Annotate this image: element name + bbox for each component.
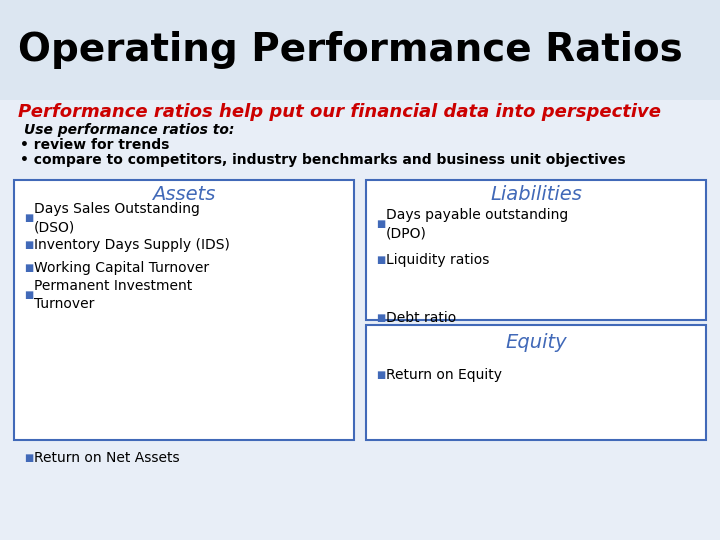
FancyBboxPatch shape — [14, 180, 354, 440]
Text: Return on Equity: Return on Equity — [386, 368, 502, 382]
Text: ■: ■ — [376, 219, 385, 229]
Text: ■: ■ — [376, 370, 385, 380]
Text: ■: ■ — [24, 453, 33, 463]
Text: ■: ■ — [376, 255, 385, 265]
FancyBboxPatch shape — [0, 0, 720, 100]
Text: Days payable outstanding
(DPO): Days payable outstanding (DPO) — [386, 208, 568, 240]
Text: Operating Performance Ratios: Operating Performance Ratios — [18, 31, 683, 69]
Text: ■: ■ — [24, 263, 33, 273]
Text: Permanent Investment
Turnover: Permanent Investment Turnover — [34, 279, 192, 311]
Text: Days Sales Outstanding
(DSO): Days Sales Outstanding (DSO) — [34, 202, 200, 234]
Text: Use performance ratios to:: Use performance ratios to: — [24, 123, 235, 137]
Text: Performance ratios help put our financial data into perspective: Performance ratios help put our financia… — [18, 103, 661, 121]
Text: ■: ■ — [24, 290, 33, 300]
Text: ■: ■ — [376, 313, 385, 323]
Text: Return on Net Assets: Return on Net Assets — [34, 451, 179, 465]
FancyBboxPatch shape — [366, 325, 706, 440]
Text: Equity: Equity — [505, 333, 567, 352]
Text: Debt ratio: Debt ratio — [386, 311, 456, 325]
Text: Working Capital Turnover: Working Capital Turnover — [34, 261, 209, 275]
Text: ■: ■ — [24, 213, 33, 223]
Text: • compare to competitors, industry benchmarks and business unit objectives: • compare to competitors, industry bench… — [20, 153, 626, 167]
Text: ■: ■ — [24, 240, 33, 250]
Text: Liquidity ratios: Liquidity ratios — [386, 253, 490, 267]
FancyBboxPatch shape — [366, 180, 706, 320]
Text: Inventory Days Supply (IDS): Inventory Days Supply (IDS) — [34, 238, 230, 252]
Text: Liabilities: Liabilities — [490, 185, 582, 204]
Text: • review for trends: • review for trends — [20, 138, 169, 152]
Text: Assets: Assets — [153, 185, 216, 204]
